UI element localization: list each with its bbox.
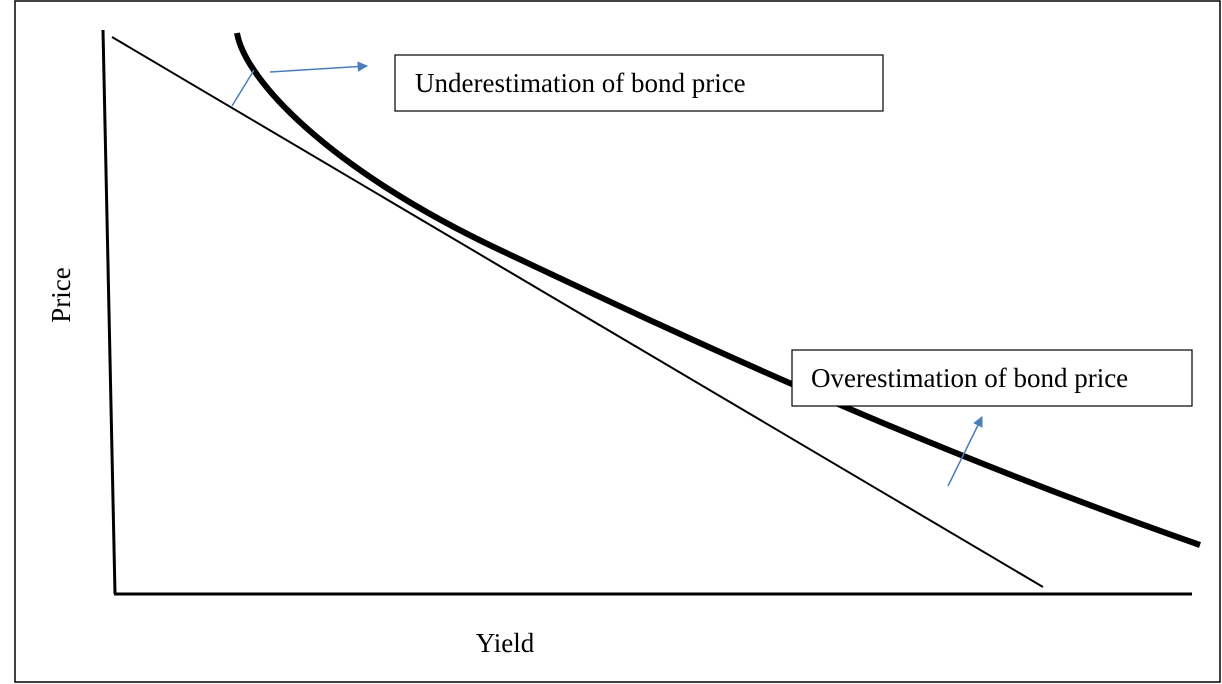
- y-axis-label: Price: [46, 267, 76, 322]
- tangent-line: [111, 36, 1044, 588]
- annotation: Underestimation of bond price: [415, 68, 746, 98]
- arrow: [269, 61, 369, 73]
- annotation: Overestimation of bond price: [811, 363, 1128, 393]
- pointer: [231, 69, 255, 107]
- frame: [14, 0, 1221, 683]
- arrow: [947, 416, 983, 487]
- annotation-box: [791, 349, 1193, 407]
- annotation-box: [394, 54, 884, 112]
- y-axis: [101, 29, 117, 595]
- x-axis-label: Yield: [476, 628, 535, 658]
- price-yield-curve: [234, 32, 1201, 548]
